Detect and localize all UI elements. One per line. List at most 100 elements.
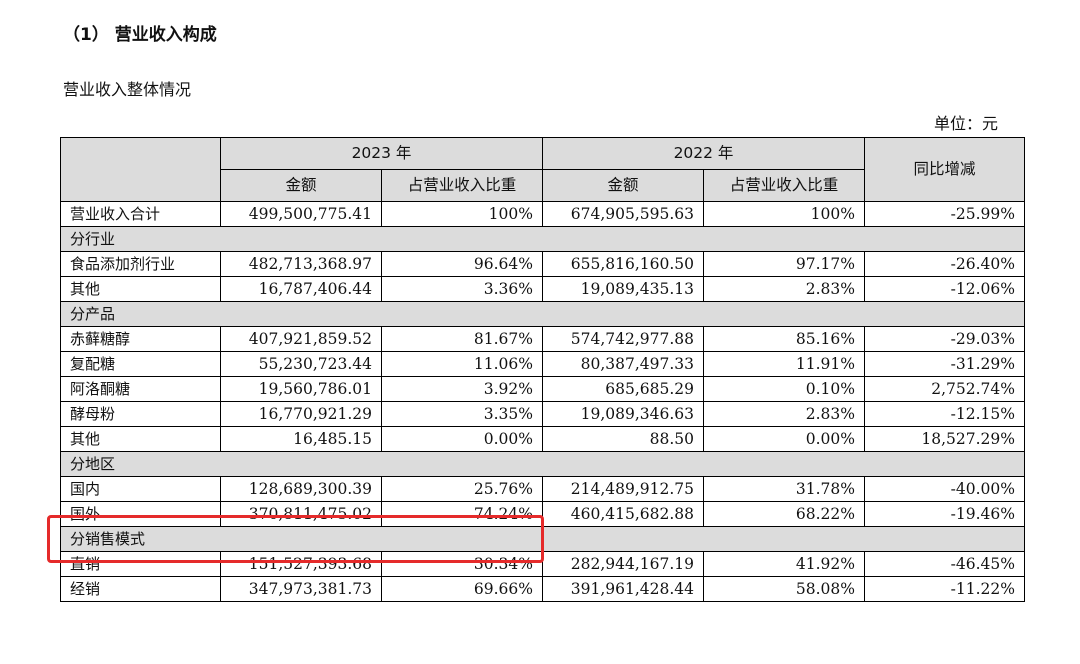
share-2022: 2.83% xyxy=(703,401,865,427)
row-label: 酵母粉 xyxy=(60,401,221,427)
category-row: 分产品 xyxy=(60,301,1025,327)
share-2022: 0.10% xyxy=(703,376,865,402)
header-share-2022: 占营业收入比重 xyxy=(703,169,865,202)
section-by-product: 分产品 赤藓糖醇 407,921,859.52 81.67% 574,742,977.8… xyxy=(60,301,1025,452)
row-label: 复配糖 xyxy=(60,351,221,377)
row-label: 赤藓糖醇 xyxy=(60,326,221,352)
header-yoy: 同比增减 xyxy=(864,137,1025,202)
share-2022: 31.78% xyxy=(703,476,865,502)
amount-2022: 19,089,435.13 xyxy=(542,276,704,302)
yoy-change: -31.29% xyxy=(864,351,1025,377)
table-subtitle: 营业收入整体情况 xyxy=(63,80,192,99)
share-2022: 2.83% xyxy=(703,276,865,302)
table-row: 经销 347,973,381.73 69.66% 391,961,428.44 58.0… xyxy=(60,576,1025,602)
row-label: 营业收入合计 xyxy=(60,201,221,227)
row-label: 国内 xyxy=(60,476,221,502)
yoy-change: -11.22% xyxy=(864,576,1025,602)
share-2023: 3.35% xyxy=(381,401,543,427)
share-2022: 68.22% xyxy=(703,501,865,527)
table-row: 国内 128,689,300.39 25.76% 214,489,912.75 31.7… xyxy=(60,476,1025,502)
share-2022: 0.00% xyxy=(703,426,865,452)
share-2022: 100% xyxy=(703,201,865,227)
row-label: 直销 xyxy=(60,551,221,577)
amount-2023: 128,689,300.39 xyxy=(220,476,382,502)
amount-2023: 482,713,368.97 xyxy=(220,251,382,277)
row-label: 食品添加剂行业 xyxy=(60,251,221,277)
share-2023: 30.34% xyxy=(381,551,543,577)
row-label: 阿洛酮糖 xyxy=(60,376,221,402)
amount-2023: 151,527,393.68 xyxy=(220,551,382,577)
share-2023: 81.67% xyxy=(381,326,543,352)
header-amount-2022: 金额 xyxy=(542,169,704,202)
table-row: 阿洛酮糖 19,560,786.01 3.92% 685,685.29 0.10% 2,7… xyxy=(60,376,1025,402)
category-title: 分销售模式 xyxy=(60,526,1025,552)
share-2022: 85.16% xyxy=(703,326,865,352)
amount-2022: 574,742,977.88 xyxy=(542,326,704,352)
category-row: 分行业 xyxy=(60,226,1025,252)
revenue-table: 2023 年 2022 年 同比增减 金额 占营业收入比重 金额 占营业收入比重… xyxy=(60,137,1025,602)
header-year-2023: 2023 年 xyxy=(220,137,543,170)
amount-2022: 214,489,912.75 xyxy=(542,476,704,502)
category-title: 分行业 xyxy=(60,226,1025,252)
yoy-change: 2,752.74% xyxy=(864,376,1025,402)
row-label: 其他 xyxy=(60,426,221,452)
yoy-change: -40.00% xyxy=(864,476,1025,502)
amount-2022: 655,816,160.50 xyxy=(542,251,704,277)
row-label: 其他 xyxy=(60,276,221,302)
category-row: 分地区 xyxy=(60,451,1025,477)
share-2023: 69.66% xyxy=(381,576,543,602)
header-row-years: 2023 年 2022 年 同比增减 xyxy=(60,137,1025,202)
amount-2023: 19,560,786.01 xyxy=(220,376,382,402)
table-row: 酵母粉 16,770,921.29 3.35% 19,089,346.63 2.83% -… xyxy=(60,401,1025,427)
table-row: 赤藓糖醇 407,921,859.52 81.67% 574,742,977.88 85… xyxy=(60,326,1025,352)
amount-2022: 674,905,595.63 xyxy=(542,201,704,227)
share-2023: 100% xyxy=(381,201,543,227)
yoy-change: -25.99% xyxy=(864,201,1025,227)
amount-2022: 282,944,167.19 xyxy=(542,551,704,577)
row-label: 经销 xyxy=(60,576,221,602)
category-title: 分产品 xyxy=(60,301,1025,327)
amount-2023: 55,230,723.44 xyxy=(220,351,382,377)
share-2023: 96.64% xyxy=(381,251,543,277)
category-row: 分销售模式 xyxy=(60,526,1025,552)
yoy-change: -26.40% xyxy=(864,251,1025,277)
table-row: 食品添加剂行业 482,713,368.97 96.64% 655,816,160.5… xyxy=(60,251,1025,277)
amount-2022: 80,387,497.33 xyxy=(542,351,704,377)
table-row: 国外 370,811,475.02 74.24% 460,415,682.88 68.2… xyxy=(60,501,1025,527)
header-share-2023: 占营业收入比重 xyxy=(381,169,543,202)
amount-2022: 460,415,682.88 xyxy=(542,501,704,527)
amount-2022: 19,089,346.63 xyxy=(542,401,704,427)
table-row: 其他 16,787,406.44 3.36% 19,089,435.13 2.83% -1… xyxy=(60,276,1025,302)
amount-2023: 370,811,475.02 xyxy=(220,501,382,527)
yoy-change: -46.45% xyxy=(864,551,1025,577)
amount-2023: 16,787,406.44 xyxy=(220,276,382,302)
table-row: 复配糖 55,230,723.44 11.06% 80,387,497.33 11.91… xyxy=(60,351,1025,377)
share-2023: 74.24% xyxy=(381,501,543,527)
amount-2022: 391,961,428.44 xyxy=(542,576,704,602)
section-by-sales-model: 分销售模式 直销 151,527,393.68 30.34% 282,944,167.1… xyxy=(60,526,1025,602)
share-2022: 41.92% xyxy=(703,551,865,577)
share-2023: 0.00% xyxy=(381,426,543,452)
amount-2023: 407,921,859.52 xyxy=(220,326,382,352)
section-by-industry: 分行业 食品添加剂行业 482,713,368.97 96.64% 655,816,16… xyxy=(60,226,1025,302)
yoy-change: -19.46% xyxy=(864,501,1025,527)
amount-2022: 88.50 xyxy=(542,426,704,452)
table-row: 其他 16,485.15 0.00% 88.50 0.00% 18,527.29% xyxy=(60,426,1025,452)
share-2022: 11.91% xyxy=(703,351,865,377)
header-year-2022: 2022 年 xyxy=(542,137,865,170)
row-label: 国外 xyxy=(60,501,221,527)
amount-2023: 499,500,775.41 xyxy=(220,201,382,227)
yoy-change: -29.03% xyxy=(864,326,1025,352)
category-title: 分地区 xyxy=(60,451,1025,477)
yoy-change: 18,527.29% xyxy=(864,426,1025,452)
amount-2023: 347,973,381.73 xyxy=(220,576,382,602)
amount-2023: 16,485.15 xyxy=(220,426,382,452)
amount-2022: 685,685.29 xyxy=(542,376,704,402)
total-row: 营业收入合计 499,500,775.41 100% 674,905,595.6… xyxy=(60,201,1025,227)
unit-label: 单位：元 xyxy=(934,114,999,133)
section-title: （1） 营业收入构成 xyxy=(63,25,217,45)
share-2022: 97.17% xyxy=(703,251,865,277)
yoy-change: -12.06% xyxy=(864,276,1025,302)
share-2023: 3.92% xyxy=(381,376,543,402)
share-2023: 25.76% xyxy=(381,476,543,502)
